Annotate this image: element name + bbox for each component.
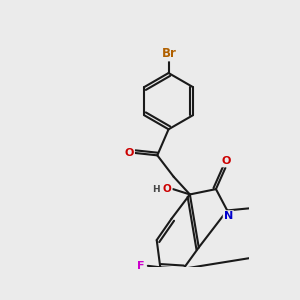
Text: Br: Br — [162, 47, 177, 60]
Text: F: F — [137, 261, 145, 271]
Text: O: O — [124, 148, 134, 158]
Text: H: H — [152, 184, 160, 194]
Text: N: N — [224, 212, 233, 221]
Text: Br: Br — [162, 47, 177, 60]
Text: O: O — [163, 184, 172, 194]
Text: O: O — [221, 156, 231, 166]
Text: O: O — [163, 184, 172, 194]
Text: F: F — [137, 261, 145, 271]
Text: H: H — [152, 184, 160, 194]
Text: O: O — [124, 148, 134, 158]
Text: O: O — [221, 156, 231, 166]
Text: N: N — [224, 212, 233, 221]
